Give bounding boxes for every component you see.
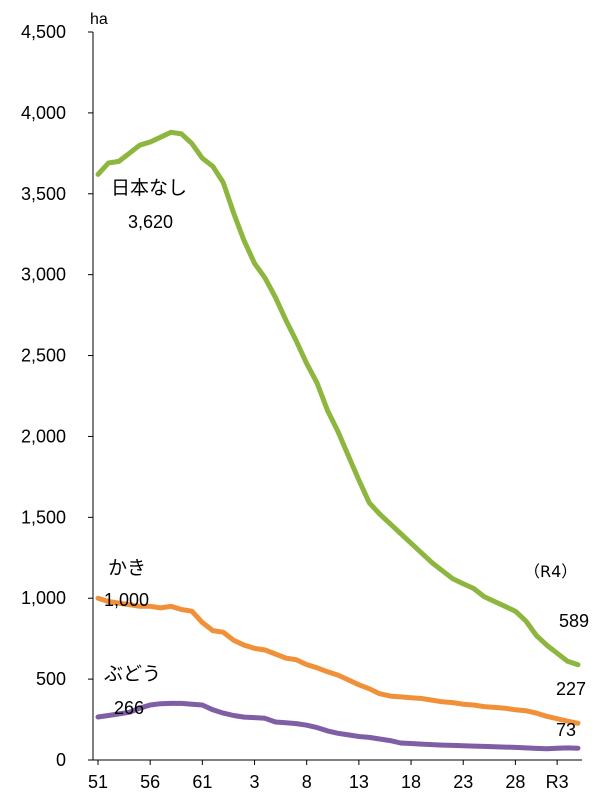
x-tick-label: 28: [505, 772, 525, 792]
series-line-nashi: [95, 129, 581, 668]
y-tick-label: 1,500: [21, 507, 66, 527]
series-start-value-budou: 266: [114, 698, 144, 718]
x-tick-label: 8: [302, 772, 312, 792]
y-tick-label: 4,500: [21, 22, 66, 42]
y-tick-label: 2,000: [21, 426, 66, 446]
x-tick-label: R3: [546, 772, 569, 792]
series-start-value-nashi: 3,620: [128, 212, 173, 232]
y-tick-label: 4,000: [21, 103, 66, 123]
series-name-budou: ぶどう: [104, 663, 161, 685]
x-tick-label: 61: [192, 772, 212, 792]
series-start-value-kaki: 1,000: [104, 590, 149, 610]
series-end-value-kaki: 227: [556, 679, 586, 699]
y-tick-label: 3,000: [21, 265, 66, 285]
series-line-budou: [95, 700, 581, 752]
y-tick-label: 500: [36, 669, 66, 689]
series-line-kaki: [95, 595, 581, 726]
series-lines: [95, 129, 581, 752]
series-name-nashi: 日本なし: [111, 177, 187, 199]
series-name-kaki: かき: [108, 557, 146, 579]
x-tick-label: 23: [453, 772, 473, 792]
x-tick-label: 51: [88, 772, 108, 792]
x-axis-ticks: 51 56 61 3 8 13 18 23 28 R3: [88, 760, 569, 792]
x-tick-label: 18: [401, 772, 421, 792]
series-end-value-nashi: 589: [559, 611, 589, 631]
y-axis-unit: ha: [90, 11, 108, 28]
y-axis-ticks: 0 500 1,000 1,500 2,000 2,500 3,000 3,500 4,000 4…: [21, 22, 93, 770]
x-tick-label: 56: [140, 772, 160, 792]
y-tick-label: 2,500: [21, 346, 66, 366]
x-tick-label: 3: [250, 772, 260, 792]
series-end-value-budou: 73: [556, 720, 576, 740]
y-tick-label: 1,000: [21, 588, 66, 608]
y-tick-label: 0: [56, 750, 66, 770]
end-year-note: （R4）: [524, 562, 577, 581]
y-tick-label: 3,500: [21, 184, 66, 204]
x-tick-label: 13: [349, 772, 369, 792]
